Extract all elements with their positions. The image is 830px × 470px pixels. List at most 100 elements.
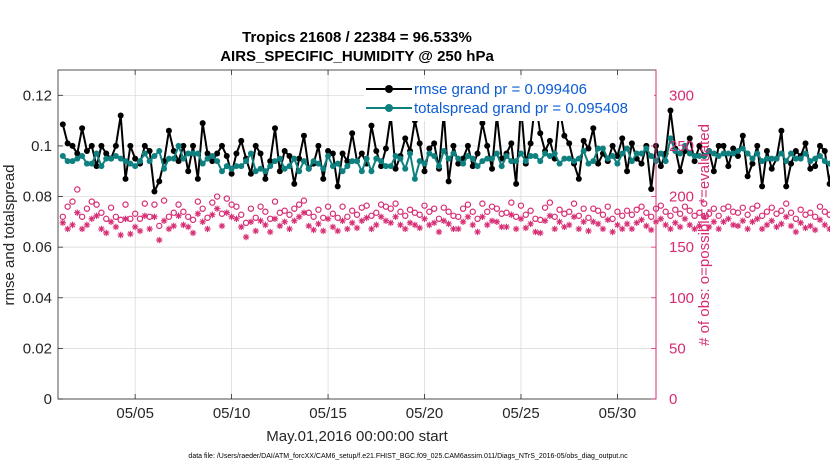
obs-evaluated-point [156,236,163,244]
obs-possible-point [291,205,298,212]
rmse-point [667,107,674,114]
rmse-point [228,170,235,177]
totalspread-point [484,155,491,162]
rmse-point [464,142,471,149]
rmse-point [296,155,303,162]
obs-evaluated-point [590,218,597,226]
obs-evaluated-point [662,221,669,229]
rmse-point [74,150,81,157]
obs-evaluated-point [397,221,404,229]
obs-possible-point [98,209,105,216]
obs-evaluated-point [411,221,419,229]
totalspread-point [175,142,182,149]
totalspread-point [233,163,240,170]
totalspread-point [638,150,645,157]
totalspread-point [551,150,558,157]
rmse-point [98,142,105,149]
rmse-point [368,122,375,129]
obs-evaluated-point [532,228,539,236]
obs-evaluated-point [811,226,819,234]
totalspread-point [161,165,168,172]
totalspread-point [132,163,139,170]
totalspread-point [291,155,298,162]
totalspread-point [604,155,611,162]
obs-possible-point [705,210,713,217]
obs-evaluated-point [512,225,520,233]
obs-possible-point [170,209,177,216]
obs-possible-point [537,216,544,224]
rmse-point [59,121,66,128]
rmse-point [79,125,86,132]
footnote: data file: /Users/raeder/DAI/ATM_forcXX/… [188,453,628,460]
obs-possible-point [151,201,158,208]
obs-evaluated-point [498,223,505,231]
totalspread-point [522,158,529,165]
obs-evaluated-point [146,225,153,233]
obs-possible-point [701,200,708,207]
rmse-point [218,142,225,149]
totalspread-point [575,155,582,162]
rmse-point [744,173,751,180]
obs-possible-point [811,213,819,220]
totalspread-point [590,158,597,165]
totalspread-point [127,160,134,167]
obs-evaluated-point [710,218,718,226]
obs-possible-point [348,207,356,214]
obs-evaluated-point [643,222,650,230]
rmse-point [315,142,322,149]
rmse-point [479,120,486,127]
legend-marker-totalspread [385,104,393,112]
obs-evaluated-point [392,213,399,220]
totalspread-point [619,150,626,157]
totalspread-point [223,163,230,170]
obs-evaluated-point [213,205,221,212]
totalspread-point [300,158,307,165]
totalspread-point [469,155,476,162]
obs-evaluated-point [599,225,607,233]
totalspread-point [706,147,713,154]
totalspread-point [190,150,197,157]
rmse-point [180,142,187,149]
obs-possible-point [440,204,448,211]
obs-evaluated-point [88,215,95,223]
totalspread-point [778,150,785,157]
rmse-point [416,140,423,147]
obs-possible-point [758,212,766,219]
obs-possible-point [565,208,573,215]
obs-evaluated-point [647,226,655,234]
obs-evaluated-point [320,227,327,235]
totalspread-point [788,150,795,157]
totalspread-point [103,155,110,162]
obs-possible-point [821,208,828,215]
obs-evaluated-point [758,225,766,233]
obs-evaluated-point [117,231,124,239]
totalspread-point [739,145,746,152]
obs-possible-point [286,211,293,218]
obs-evaluated-point [69,221,76,229]
obs-evaluated-point [734,222,742,230]
rmse-point [527,140,534,147]
obs-evaluated-point [194,210,202,217]
totalspread-point [276,155,283,162]
rmse-point [720,142,727,149]
y-left-tick-label: 0.06 [23,239,52,256]
obs-possible-point [633,206,640,213]
obs-evaluated-point [614,221,621,229]
obs-evaluated-point [455,225,462,233]
rmse-point [252,142,259,149]
obs-possible-point [397,208,404,215]
totalspread-point [537,158,544,165]
x-tick-label: 05/10 [213,405,251,422]
rmse-point [807,165,814,172]
obs-evaluated-point [701,213,708,220]
obs-possible-point [541,204,549,211]
obs-evaluated-point [315,220,322,228]
obs-possible-point [522,211,529,218]
obs-possible-point [672,206,679,213]
totalspread-point [204,155,211,162]
series-star [59,205,830,244]
obs-evaluated-point [64,225,71,233]
totalspread-point [445,155,452,162]
totalspread-point [349,158,356,165]
totalspread-point [272,158,279,165]
